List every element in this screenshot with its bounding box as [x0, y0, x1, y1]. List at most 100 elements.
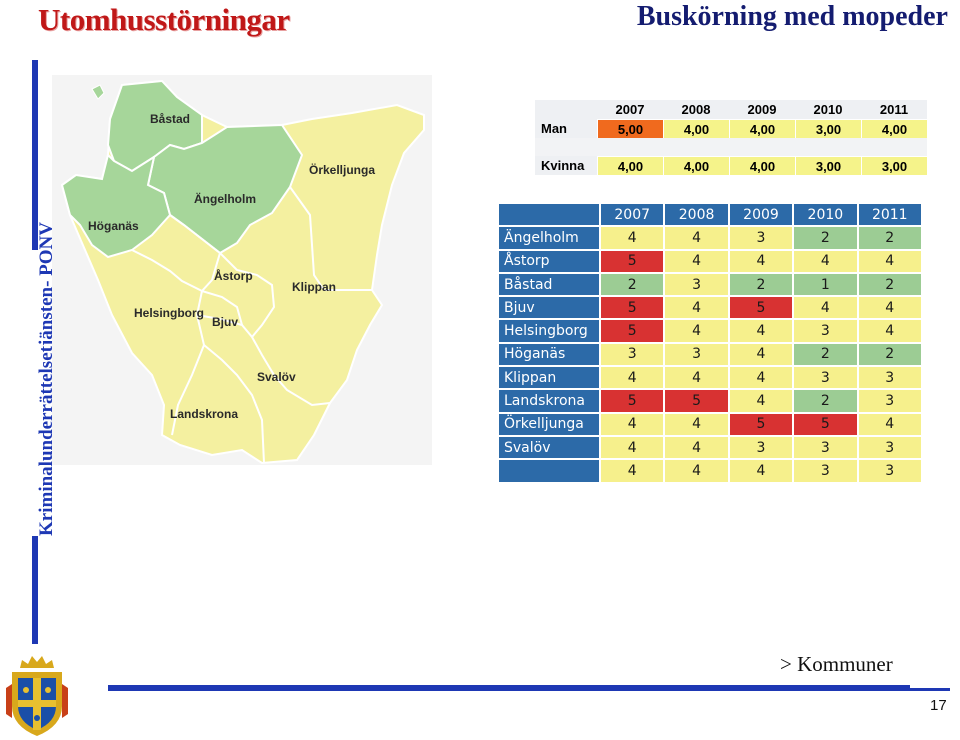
slide-title: Utomhusstörningar — [38, 2, 290, 37]
municipality-name — [499, 460, 601, 484]
gender-value-cell: 3,00 — [861, 156, 927, 175]
municipality-name: Örkelljunga — [499, 413, 601, 437]
municipality-value-cell: 4 — [601, 460, 666, 484]
municipality-row: Klippan 4 4 4 3 3 — [499, 367, 923, 391]
municipality-year: 2011 — [858, 204, 923, 228]
gender-value-cell: 4,00 — [663, 119, 729, 138]
map-label-orkelljunga: Örkelljunga — [309, 162, 375, 177]
kommuner-link[interactable]: > Kommuner — [780, 652, 893, 676]
municipality-value-cell: 3 — [729, 436, 795, 461]
municipality-name: Ängelholm — [499, 227, 601, 251]
municipality-value-cell: 3 — [794, 460, 859, 484]
gender-year: 2007 — [597, 100, 663, 119]
municipality-value-cell: 5 — [665, 390, 730, 414]
gender-value-cell: 3,00 — [795, 156, 861, 175]
municipality-value-cell: 2 — [601, 273, 666, 298]
municipality-value-cell: 3 — [665, 343, 730, 368]
municipality-value-cell: 1 — [794, 273, 859, 298]
gender-value-cell: 4,00 — [861, 119, 927, 138]
municipality-name: Klippan — [499, 367, 601, 391]
municipality-year: 2008 — [665, 204, 730, 228]
gender-average-table: 2007 2008 2009 2010 2011 Man 5,00 4,00 4… — [535, 100, 927, 175]
map-label-klippan: Klippan — [292, 280, 336, 294]
municipality-value-cell: 4 — [665, 227, 730, 251]
municipality-value-cell: 5 — [601, 250, 666, 274]
municipality-value-cell: 4 — [729, 367, 795, 391]
gender-table-corner — [535, 100, 597, 119]
map-label-hoganas: Höganäs — [88, 219, 139, 233]
municipality-value-cell: 3 — [794, 367, 859, 391]
municipality-value-cell: 4 — [794, 297, 859, 321]
footer-accent-line — [108, 685, 910, 691]
municipality-name: Bjuv — [499, 297, 601, 321]
municipality-name: Höganäs — [499, 343, 601, 368]
municipality-table-header: 2007 2008 2009 2010 2011 — [499, 204, 923, 228]
gender-year: 2011 — [861, 100, 927, 119]
municipality-value-cell: 3 — [794, 436, 859, 461]
municipality-value-cell: 4 — [729, 250, 795, 274]
municipality-value-cell: 4 — [794, 250, 859, 274]
gender-year: 2009 — [729, 100, 795, 119]
map-label-bjuv: Bjuv — [212, 315, 238, 329]
municipality-value-cell: 2 — [794, 227, 859, 251]
municipality-value-cell: 4 — [665, 250, 730, 274]
municipality-year: 2010 — [794, 204, 859, 228]
municipality-value-cell: 4 — [665, 436, 730, 461]
municipality-value-cell: 3 — [665, 273, 730, 298]
municipality-value-cell: 4 — [729, 460, 795, 484]
municipality-value-cell: 4 — [601, 367, 666, 391]
municipality-value-cell: 4 — [601, 227, 666, 251]
municipality-row: Båstad 2 3 2 1 2 — [499, 273, 923, 298]
municipality-value-cell: 5 — [794, 413, 859, 437]
municipality-name: Landskrona — [499, 390, 601, 414]
municipality-name: Svalöv — [499, 436, 601, 461]
municipality-value-cell: 5 — [601, 297, 666, 321]
municipality-value-cell: 4 — [858, 297, 923, 321]
map-label-landskrona: Landskrona — [170, 407, 238, 421]
gender-year: 2008 — [663, 100, 729, 119]
municipality-value-cell: 2 — [858, 273, 923, 298]
map-label-svalov: Svalöv — [257, 370, 296, 384]
municipality-value-cell: 4 — [729, 343, 795, 368]
municipality-value-cell: 2 — [858, 343, 923, 368]
municipality-value-cell: 3 — [858, 367, 923, 391]
municipality-row: Bjuv 5 4 5 4 4 — [499, 297, 923, 321]
municipality-value-cell: 2 — [858, 227, 923, 251]
municipality-row: Landskrona 5 5 4 2 3 — [499, 390, 923, 414]
municipality-value-cell: 4 — [858, 320, 923, 344]
slide-subtitle: Buskörning med mopeder — [636, 1, 948, 32]
municipality-value-cell: 4 — [665, 297, 730, 321]
municipality-value-cell: 2 — [794, 390, 859, 414]
municipality-value-cell: 4 — [729, 390, 795, 414]
map-label-astorp: Åstorp — [214, 268, 253, 283]
municipality-table: 2007 2008 2009 2010 2011 Ängelholm 4 4 3 2 2 Å… — [499, 204, 923, 484]
municipality-value-cell: 2 — [794, 343, 859, 368]
gender-value-cell: 4,00 — [729, 119, 795, 138]
gender-value-cell: 3,00 — [795, 119, 861, 138]
gender-row-label: Kvinna — [535, 156, 597, 175]
side-accent-bar-lower — [32, 536, 38, 644]
map-region-hoganas — [60, 153, 172, 259]
municipality-name: Båstad — [499, 273, 601, 298]
police-crest-icon — [2, 648, 72, 738]
map-label-helsingborg: Helsingborg — [134, 306, 204, 320]
municipality-value-cell: 3 — [858, 436, 923, 461]
municipality-value-cell: 4 — [665, 460, 730, 484]
map-label-bastad: Båstad — [150, 112, 190, 126]
gender-row-spacer — [535, 138, 927, 156]
municipality-value-cell: 5 — [729, 413, 795, 437]
municipality-name: Åstorp — [499, 250, 601, 274]
municipality-row: Helsingborg 5 4 4 3 4 — [499, 320, 923, 344]
gender-row-kvinna: Kvinna 4,00 4,00 4,00 3,00 3,00 — [535, 156, 927, 175]
municipality-map: Båstad Örkelljunga Ängelholm Höganäs Åst… — [52, 75, 432, 465]
gender-year: 2010 — [795, 100, 861, 119]
page-number: 17 — [930, 697, 947, 714]
municipality-table-corner — [499, 204, 601, 228]
municipality-row: Höganäs 3 3 4 2 2 — [499, 343, 923, 368]
municipality-value-cell: 4 — [601, 436, 666, 461]
municipality-value-cell: 5 — [729, 297, 795, 321]
gender-row-man: Man 5,00 4,00 4,00 3,00 4,00 — [535, 119, 927, 138]
gender-value-cell: 5,00 — [597, 119, 663, 138]
gender-value-cell: 4,00 — [729, 156, 795, 175]
municipality-value-cell: 4 — [601, 413, 666, 437]
